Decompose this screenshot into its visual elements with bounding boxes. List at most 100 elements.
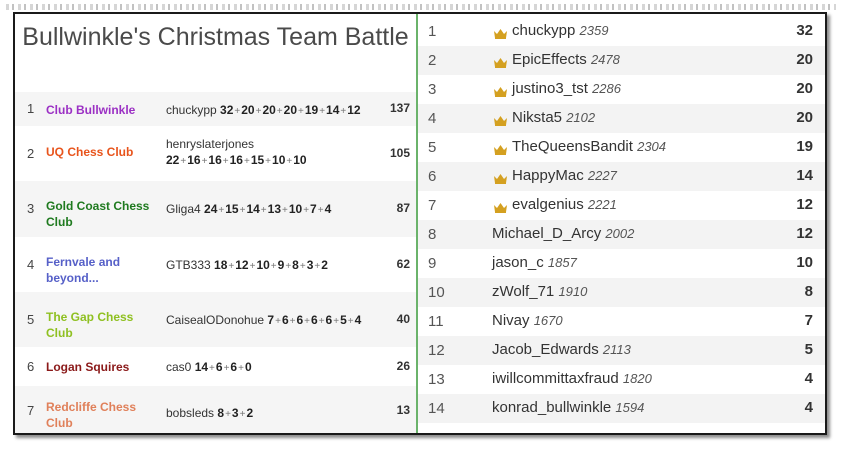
player-username[interactable]: zWolf_71 bbox=[492, 283, 555, 300]
player-name-link[interactable]: chuckypp 2359 bbox=[512, 22, 608, 39]
team-row: 4 Fernvale and beyond... GTB333 18+12+10+9… bbox=[15, 237, 416, 292]
player-username[interactable]: iwillcommittaxfraud bbox=[492, 370, 619, 387]
player-rating: 1857 bbox=[547, 255, 577, 270]
player-name-link[interactable]: justino3_tst 2286 bbox=[512, 80, 621, 97]
team-rank: 5 bbox=[27, 311, 35, 327]
player-score: 6 bbox=[296, 313, 304, 327]
plus-sign: + bbox=[298, 106, 304, 117]
team-name-link[interactable]: Gold Coast Chess Club bbox=[46, 199, 150, 229]
player-username[interactable]: EpicEffects bbox=[512, 51, 587, 68]
player-username[interactable]: konrad_bullwinkle bbox=[492, 399, 612, 416]
player-standings-panel: 1 chuckypp 2359 32 2 EpicEffects 2478 20 3 just… bbox=[418, 14, 825, 433]
player-score: 4 bbox=[804, 370, 813, 387]
team-rank: 3 bbox=[27, 201, 35, 216]
plus-sign: + bbox=[260, 205, 267, 216]
player-name-link[interactable]: zWolf_71 1910 bbox=[492, 283, 587, 300]
team-top-player-link[interactable]: Gliga4 bbox=[166, 202, 205, 216]
player-name-link[interactable]: evalgenius 2221 bbox=[512, 196, 617, 213]
player-username[interactable]: Niksta5 bbox=[512, 109, 563, 126]
team-top-player-link[interactable]: bobsleds bbox=[166, 406, 218, 420]
plus-sign: + bbox=[222, 156, 229, 167]
player-rating: 2304 bbox=[637, 139, 667, 154]
player-name-link[interactable]: Niksta5 2102 bbox=[512, 109, 595, 126]
player-row: 11 Nivay 1670 7 bbox=[418, 307, 825, 336]
player-username[interactable]: Jacob_Edwards bbox=[492, 341, 599, 358]
team-top-player-link[interactable]: henryslaterjones bbox=[166, 137, 255, 151]
player-row: 5 TheQueensBandit 2304 19 bbox=[418, 133, 825, 162]
plus-sign: + bbox=[265, 156, 272, 167]
team-name-link[interactable]: Fernvale and beyond... bbox=[46, 255, 121, 285]
crown-icon bbox=[494, 26, 507, 39]
player-score: 6 bbox=[230, 360, 238, 374]
player-username[interactable]: HappyMac bbox=[512, 167, 584, 184]
team-player-scores: GTB333 18+12+10+9+8+3+2 bbox=[166, 257, 376, 275]
player-name-link[interactable]: Jacob_Edwards 2113 bbox=[492, 341, 631, 358]
plus-sign: + bbox=[303, 205, 310, 216]
team-name-link[interactable]: Club Bullwinkle bbox=[46, 103, 136, 117]
team-name-link[interactable]: UQ Chess Club bbox=[46, 145, 134, 159]
plus-sign: + bbox=[228, 261, 235, 272]
player-score: 18 bbox=[214, 258, 228, 272]
player-score: 32 bbox=[796, 22, 813, 39]
player-rank: 2 bbox=[428, 52, 437, 69]
player-name-link[interactable]: Nivay 1670 bbox=[492, 312, 563, 329]
crown-icon bbox=[494, 84, 507, 97]
team-name-link[interactable]: Logan Squires bbox=[46, 360, 130, 374]
player-username[interactable]: TheQueensBandit bbox=[512, 138, 633, 155]
player-score: 16 bbox=[208, 153, 222, 167]
team-total-score: 40 bbox=[396, 311, 410, 326]
player-score: 12 bbox=[796, 225, 813, 242]
team-top-player-link[interactable]: CaisealODonohue bbox=[166, 313, 268, 327]
player-rank: 13 bbox=[428, 371, 445, 388]
team-row: 3 Gold Coast Chess Club Gliga4 24+15+14+13… bbox=[15, 181, 416, 237]
plus-sign: + bbox=[238, 363, 244, 374]
plus-sign: + bbox=[180, 156, 187, 167]
player-username[interactable]: evalgenius bbox=[512, 196, 584, 213]
player-rating: 2113 bbox=[602, 342, 631, 357]
team-top-player-link[interactable]: chuckypp bbox=[166, 103, 221, 117]
team-row: 5 The Gap Chess Club CaisealODonohue 7+6+6… bbox=[15, 292, 416, 347]
player-score: 6 bbox=[325, 313, 333, 327]
player-name-link[interactable]: jason_c 1857 bbox=[492, 254, 577, 271]
player-username[interactable]: Michael_D_Arcy bbox=[492, 225, 602, 242]
crown-icon bbox=[494, 55, 507, 68]
player-score: 15 bbox=[225, 202, 239, 216]
player-username[interactable]: justino3_tst bbox=[512, 80, 588, 97]
player-name-link[interactable]: HappyMac 2227 bbox=[512, 167, 617, 184]
player-rank: 14 bbox=[428, 400, 445, 417]
player-rank: 6 bbox=[428, 168, 437, 185]
plus-sign: + bbox=[234, 106, 241, 117]
player-name-link[interactable]: EpicEffects 2478 bbox=[512, 51, 620, 68]
plus-sign: + bbox=[218, 205, 225, 216]
player-score: 8 bbox=[804, 283, 813, 300]
player-row: 7 evalgenius 2221 12 bbox=[418, 191, 825, 220]
team-name-link[interactable]: The Gap Chess Club bbox=[46, 310, 134, 340]
player-name-link[interactable]: konrad_bullwinkle 1594 bbox=[492, 399, 644, 416]
player-score: 2 bbox=[321, 258, 328, 272]
team-top-player-link[interactable]: GTB333 bbox=[166, 258, 215, 272]
team-top-player-link[interactable]: cas0 bbox=[166, 360, 195, 374]
player-score: 4 bbox=[354, 313, 362, 327]
player-score: 7 bbox=[267, 313, 275, 327]
team-row: 2 UQ Chess Club henryslaterjones 22+16+16+… bbox=[15, 126, 416, 181]
plus-sign: + bbox=[340, 106, 347, 117]
player-username[interactable]: chuckypp bbox=[512, 22, 576, 39]
player-score: 12 bbox=[347, 103, 361, 117]
player-username[interactable]: Nivay bbox=[492, 312, 530, 329]
player-score: 14 bbox=[796, 167, 813, 184]
player-score: 14 bbox=[246, 202, 260, 216]
player-rank: 10 bbox=[428, 284, 445, 301]
player-rating: 2002 bbox=[605, 226, 635, 241]
crown-icon bbox=[494, 200, 507, 213]
player-name-link[interactable]: Michael_D_Arcy 2002 bbox=[492, 225, 634, 242]
player-name-link[interactable]: TheQueensBandit 2304 bbox=[512, 138, 666, 155]
player-score: 2 bbox=[246, 406, 254, 420]
player-name-link[interactable]: iwillcommittaxfraud 1820 bbox=[492, 370, 652, 387]
player-rank: 8 bbox=[428, 226, 437, 243]
player-username[interactable]: jason_c bbox=[492, 254, 544, 271]
crown-icon bbox=[494, 171, 507, 184]
team-row: 1 Club Bullwinkle chuckypp 32+20+20+20+19+… bbox=[15, 92, 416, 126]
team-total-score: 62 bbox=[396, 256, 410, 271]
player-score: 10 bbox=[288, 202, 303, 216]
team-name-link[interactable]: Redcliffe Chess Club bbox=[46, 400, 137, 430]
